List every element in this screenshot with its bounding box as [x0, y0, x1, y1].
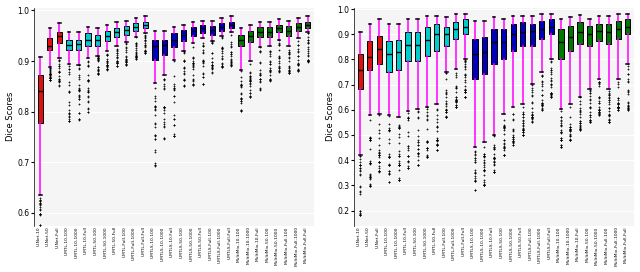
- PathPatch shape: [162, 40, 167, 55]
- PathPatch shape: [434, 24, 439, 51]
- PathPatch shape: [276, 24, 282, 32]
- PathPatch shape: [219, 23, 225, 31]
- PathPatch shape: [191, 27, 196, 36]
- PathPatch shape: [463, 19, 468, 34]
- PathPatch shape: [358, 54, 363, 89]
- PathPatch shape: [367, 41, 372, 70]
- PathPatch shape: [530, 24, 535, 46]
- PathPatch shape: [47, 38, 52, 50]
- PathPatch shape: [257, 27, 262, 37]
- PathPatch shape: [200, 24, 205, 33]
- PathPatch shape: [296, 23, 301, 31]
- PathPatch shape: [482, 37, 487, 74]
- PathPatch shape: [606, 24, 611, 44]
- PathPatch shape: [387, 41, 392, 72]
- PathPatch shape: [577, 22, 582, 44]
- PathPatch shape: [424, 27, 430, 56]
- PathPatch shape: [472, 39, 477, 79]
- Y-axis label: Dice Scores: Dice Scores: [326, 92, 335, 141]
- PathPatch shape: [453, 22, 458, 39]
- PathPatch shape: [38, 75, 43, 123]
- PathPatch shape: [133, 23, 138, 31]
- PathPatch shape: [548, 19, 554, 34]
- PathPatch shape: [511, 24, 516, 51]
- PathPatch shape: [172, 33, 177, 47]
- PathPatch shape: [228, 21, 234, 28]
- PathPatch shape: [396, 40, 401, 70]
- PathPatch shape: [124, 26, 129, 35]
- PathPatch shape: [539, 21, 545, 39]
- PathPatch shape: [114, 27, 119, 37]
- PathPatch shape: [501, 29, 506, 59]
- PathPatch shape: [492, 29, 497, 64]
- PathPatch shape: [305, 21, 310, 28]
- PathPatch shape: [625, 19, 630, 34]
- PathPatch shape: [286, 26, 291, 36]
- PathPatch shape: [616, 21, 621, 39]
- PathPatch shape: [143, 21, 148, 28]
- PathPatch shape: [181, 30, 186, 41]
- PathPatch shape: [520, 22, 525, 46]
- PathPatch shape: [415, 32, 420, 61]
- PathPatch shape: [377, 36, 382, 64]
- PathPatch shape: [238, 35, 244, 46]
- PathPatch shape: [76, 40, 81, 50]
- PathPatch shape: [444, 27, 449, 46]
- PathPatch shape: [210, 26, 215, 35]
- PathPatch shape: [67, 40, 72, 50]
- PathPatch shape: [568, 26, 573, 51]
- PathPatch shape: [596, 24, 602, 41]
- PathPatch shape: [57, 32, 62, 43]
- PathPatch shape: [587, 26, 592, 46]
- PathPatch shape: [152, 40, 157, 60]
- PathPatch shape: [406, 32, 411, 61]
- PathPatch shape: [267, 27, 272, 37]
- PathPatch shape: [248, 31, 253, 42]
- PathPatch shape: [104, 31, 110, 41]
- PathPatch shape: [95, 35, 100, 46]
- Y-axis label: Dice Scores: Dice Scores: [6, 92, 15, 141]
- PathPatch shape: [558, 29, 564, 59]
- PathPatch shape: [86, 33, 91, 46]
